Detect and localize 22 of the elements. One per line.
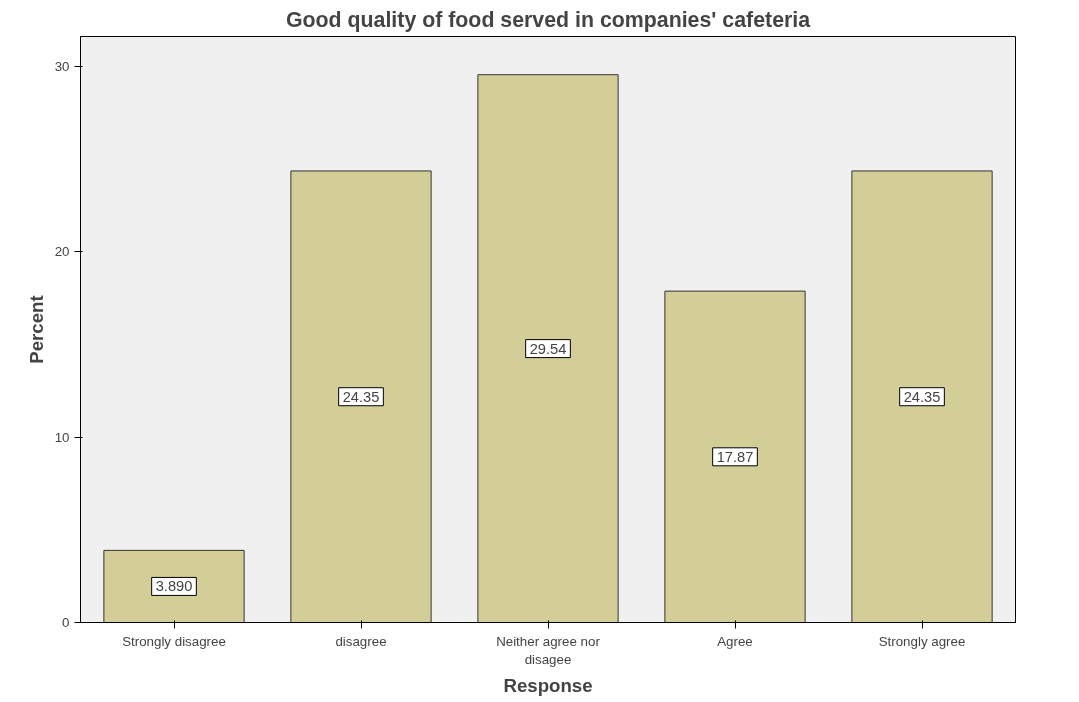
x-axis-title: Response <box>503 674 593 696</box>
x-tick-label: disagree <box>335 633 387 649</box>
y-tick-label: 10 <box>54 429 70 445</box>
x-tick-label: Strongly disagree <box>122 633 226 649</box>
bar <box>477 74 619 623</box>
data-label: 17.87 <box>716 448 754 465</box>
bar <box>103 549 245 623</box>
bar <box>664 290 806 623</box>
y-tick-label: 20 <box>54 244 70 260</box>
data-label: 3.890 <box>155 578 193 595</box>
data-label: 24.35 <box>342 388 380 405</box>
chart-title: Good quality of food served in companies' cafeteria <box>285 7 811 32</box>
data-label: 29.54 <box>529 340 567 357</box>
x-tick-label: Neither agree nor disagee <box>496 633 601 667</box>
data-label: 24.35 <box>903 388 941 405</box>
y-axis-title: Percent <box>25 295 47 364</box>
x-tick-label: Strongly agree <box>878 633 966 649</box>
y-tick-label: 30 <box>54 58 70 74</box>
bar <box>290 170 432 623</box>
x-tick-label: Agree <box>717 633 753 649</box>
bar <box>851 170 993 623</box>
y-tick-label: 0 <box>62 615 70 630</box>
